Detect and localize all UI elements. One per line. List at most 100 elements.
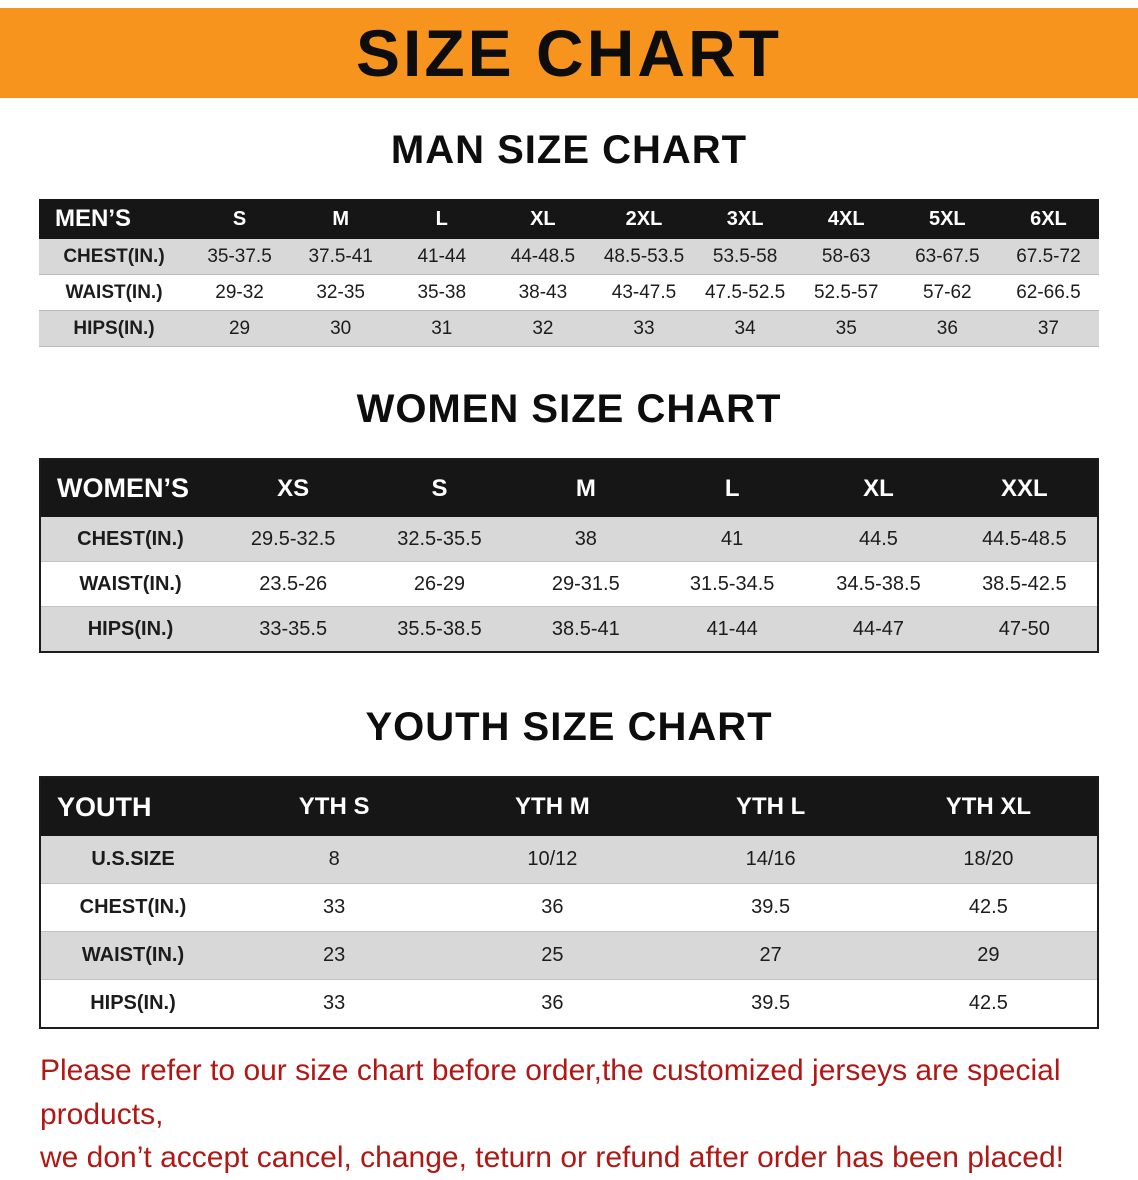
table-cell: 33 [323, 896, 346, 918]
table-cell: 38 [574, 527, 597, 550]
table-cell: 39.5 [751, 992, 791, 1014]
size-header-cell: 5XL [896, 199, 998, 239]
men-section-heading: MAN SIZE CHART [390, 128, 748, 172]
table-cell: 42.5 [968, 896, 1008, 918]
table-cell: 41 [721, 527, 744, 550]
size-header-cell: L [658, 459, 806, 517]
size-chart-banner: SIZE CHART [0, 8, 1138, 98]
table-cell: 47.5-52.5 [704, 281, 786, 303]
table-cell: 63-67.5 [915, 245, 980, 267]
table-cell: 23.5-26 [259, 572, 328, 595]
table-cell: 36 [541, 896, 564, 918]
row-label: WAIST(IN.) [79, 572, 182, 595]
table-cell: 32.5-35.5 [397, 527, 482, 550]
size-header-cell: YTH L [661, 777, 880, 836]
size-header-cell: YTH XL [879, 777, 1098, 836]
table-cell: 32 [532, 317, 554, 339]
table-cell: 53.5-58 [712, 245, 778, 267]
table-cell: 33 [633, 317, 655, 339]
youth-size-section: YOUTH SIZE CHART YOUTH YTH S YTH M YTH L YTH… [0, 705, 1138, 1029]
row-label: CHEST(IN.) [77, 527, 184, 550]
table-row: WAIST(IN.) 23.5-26 26-29 29-31.5 31.5-34.5 34… [40, 562, 1098, 607]
table-cell: 47-50 [998, 617, 1050, 640]
table-row: CHEST(IN.) 35-37.5 37.5-41 41-44 44-48.5 48.5… [39, 239, 1099, 275]
size-header-cell: YTH M [443, 777, 662, 836]
size-header-cell: 3XL [694, 199, 796, 239]
banner-title: SIZE CHART [356, 16, 782, 90]
table-cell: 29 [977, 944, 1000, 966]
table-cell: 29.5-32.5 [250, 527, 336, 550]
size-header-row: WOMEN’S XS S M L XL XXL [40, 459, 1098, 517]
row-label: HIPS(IN.) [87, 617, 174, 640]
table-cell: 67.5-72 [1016, 245, 1081, 267]
table-cell: 29 [228, 317, 251, 339]
row-label: CHEST(IN.) [79, 896, 187, 918]
size-header-cell: YTH S [225, 777, 444, 836]
table-cell: 18/20 [963, 848, 1014, 870]
table-cell: 48.5-53.5 [603, 245, 685, 267]
table-row: HIPS(IN.) 29 30 31 32 33 34 35 36 37 [39, 310, 1099, 347]
row-label: U.S.SIZE [91, 848, 175, 870]
table-cell: 31 [431, 317, 453, 339]
size-header-cell: 6XL [997, 199, 1099, 239]
table-cell: 26-29 [413, 572, 466, 595]
table-cell: 38.5-41 [551, 617, 620, 640]
table-cell: 41-44 [417, 245, 467, 267]
table-title-cell: MEN’S [39, 199, 189, 239]
table-cell: 10/12 [527, 848, 578, 870]
table-cell: 44-48.5 [510, 245, 576, 267]
size-header-cell: M [290, 199, 392, 239]
table-cell: 43-47.5 [611, 281, 677, 303]
table-cell: 39.5 [751, 896, 791, 918]
table-row: HIPS(IN.) 33 36 39.5 42.5 [40, 980, 1098, 1028]
table-cell: 44.5-48.5 [982, 527, 1067, 550]
table-row: CHEST(IN.) 33 36 39.5 42.5 [40, 884, 1098, 932]
size-header-cell: XS [220, 459, 367, 517]
women-size-section: WOMEN SIZE CHART WOMEN’S XS S M L XL XXL CHEST(… [0, 387, 1138, 653]
men-size-section: MAN SIZE CHART MEN’S S M L XL 2XL 3XL 4XL 5XL 6XL… [0, 128, 1138, 347]
row-label: CHEST(IN.) [63, 245, 165, 267]
size-header-cell: XL [492, 199, 594, 239]
youth-size-table: YOUTH YTH S YTH M YTH L YTH XL U.S.SIZE 8 10/12… [39, 776, 1099, 1029]
table-cell: 35.5-38.5 [397, 617, 482, 640]
size-header-row: YOUTH YTH S YTH M YTH L YTH XL [40, 777, 1098, 836]
size-header-cell: XL [805, 459, 952, 517]
size-header-cell: XXL [951, 459, 1098, 517]
size-header-cell: S [189, 199, 291, 239]
table-cell: 57-62 [923, 281, 972, 303]
table-cell: 33 [323, 992, 346, 1014]
table-cell: 32-35 [316, 281, 365, 303]
table-cell: 31.5-34.5 [689, 572, 775, 595]
table-cell: 35-37.5 [207, 245, 272, 267]
table-cell: 23 [323, 944, 346, 966]
table-cell: 44-47 [852, 617, 905, 640]
table-cell: 14/16 [745, 848, 796, 870]
table-cell: 29-32 [215, 281, 264, 303]
table-cell: 58-63 [821, 245, 871, 267]
table-cell: 8 [328, 848, 340, 870]
table-cell: 41-44 [706, 617, 758, 640]
row-label: WAIST(IN.) [65, 281, 163, 303]
order-policy-note: Please refer to our size chart before or… [40, 1049, 1102, 1180]
table-row: CHEST(IN.) 29.5-32.5 32.5-35.5 38 41 44.5 44.5… [40, 517, 1098, 562]
table-cell: 35-38 [417, 281, 467, 303]
order-policy-note-line2: we don’t accept cancel, change, teturn o… [40, 1141, 1064, 1174]
table-cell: 37 [1037, 317, 1059, 339]
table-cell: 36 [936, 317, 958, 339]
table-cell: 30 [330, 317, 352, 339]
men-size-table: MEN’S S M L XL 2XL 3XL 4XL 5XL 6XL CHEST(IN.) 35-37… [39, 199, 1099, 347]
row-label: WAIST(IN.) [81, 944, 185, 966]
table-title-cell: YOUTH [40, 777, 225, 836]
table-row: WAIST(IN.) 29-32 32-35 35-38 38-43 43-47.5 47.… [39, 275, 1099, 311]
row-label: HIPS(IN.) [90, 992, 176, 1014]
row-label: HIPS(IN.) [73, 317, 155, 339]
table-cell: 44.5 [859, 527, 898, 550]
table-cell: 62-66.5 [1016, 281, 1081, 303]
size-header-cell: L [391, 199, 493, 239]
table-cell: 38.5-42.5 [982, 572, 1067, 595]
size-header-cell: M [512, 459, 659, 517]
table-cell: 29-31.5 [551, 572, 620, 595]
size-header-cell: 4XL [795, 199, 897, 239]
size-header-row: MEN’S S M L XL 2XL 3XL 4XL 5XL 6XL [39, 199, 1099, 239]
table-cell: 33-35.5 [259, 617, 328, 640]
